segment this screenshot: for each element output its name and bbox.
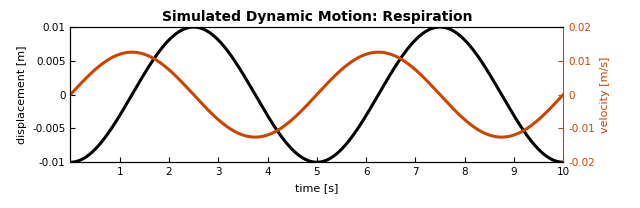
Title: Simulated Dynamic Motion: Respiration: Simulated Dynamic Motion: Respiration: [161, 10, 472, 25]
Y-axis label: displacement [m]: displacement [m]: [17, 45, 27, 144]
X-axis label: time [s]: time [s]: [295, 183, 339, 193]
Y-axis label: velocity [m/s]: velocity [m/s]: [600, 56, 611, 133]
